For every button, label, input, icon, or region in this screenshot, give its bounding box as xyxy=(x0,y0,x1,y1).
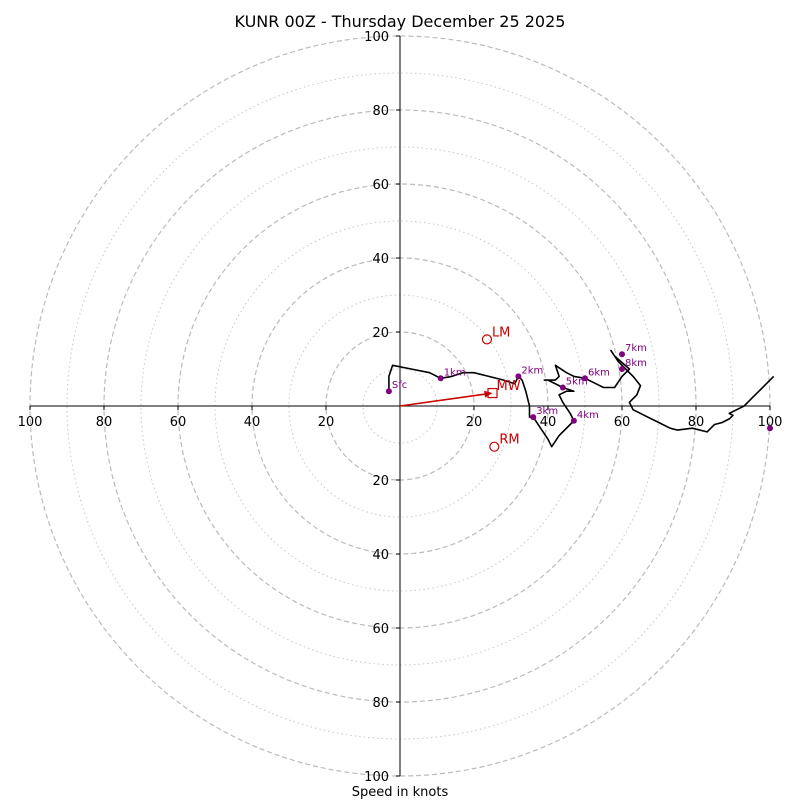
mean-wind-marker xyxy=(487,387,498,399)
y-tick-label: 100 xyxy=(364,770,389,785)
height-marker-top xyxy=(767,425,773,432)
x-axis-label: Speed in knots xyxy=(352,785,449,800)
y-tick-label: 40 xyxy=(372,252,389,267)
x-tick-label: 60 xyxy=(614,415,631,430)
height-marker-Sfc xyxy=(385,388,392,395)
y-tick-label: 60 xyxy=(372,622,389,637)
height-label-7km: 7km xyxy=(625,343,647,354)
x-tick-label: 100 xyxy=(18,415,43,430)
hodograph-trace-group xyxy=(388,349,775,448)
mean-wind-label: MW xyxy=(497,379,521,394)
storm-motion-group: MW LM RM xyxy=(399,325,521,452)
y-tick-label: 100 xyxy=(364,30,389,45)
y-tick-label: 60 xyxy=(372,178,389,193)
left-mover-marker xyxy=(481,334,493,345)
x-tick-label: 60 xyxy=(170,415,187,430)
height-marker-2km xyxy=(515,373,522,380)
tick-labels: 100 80 60 40 20 20 40 60 80 100 100 80 60 40 20 20 40 60 8… xyxy=(18,30,783,785)
x-tick-label: 20 xyxy=(466,415,483,430)
x-tick-label: 100 xyxy=(758,415,783,430)
x-tick-label: 80 xyxy=(688,415,705,430)
height-label-4km: 4km xyxy=(577,410,599,421)
x-tick-label: 80 xyxy=(96,415,113,430)
chart-title: KUNR 00Z - Thursday December 25 2025 xyxy=(235,12,566,31)
x-tick-label: 40 xyxy=(244,415,261,430)
height-label-Sfc: Sfc xyxy=(392,380,407,391)
height-marker-7km xyxy=(619,351,625,358)
height-marker-1km xyxy=(437,375,444,382)
mean-wind-arrow xyxy=(399,393,485,407)
height-marker-8km xyxy=(619,366,625,372)
height-marker-6km xyxy=(582,375,588,382)
y-tick-label: 40 xyxy=(372,548,389,563)
right-mover-marker xyxy=(489,441,500,452)
height-label-8km: 8km xyxy=(625,358,647,369)
y-tick-label: 20 xyxy=(372,474,389,489)
height-marker-5km xyxy=(559,384,566,391)
height-label-3km: 3km xyxy=(536,406,558,417)
y-tick-label: 80 xyxy=(372,104,389,119)
x-tick-label: 20 xyxy=(318,415,335,430)
height-marker-3km xyxy=(530,414,537,421)
height-label-5km: 5km xyxy=(566,377,588,388)
height-marker-4km xyxy=(570,417,577,424)
height-label-1km: 1km xyxy=(444,367,466,378)
left-mover-label: LM xyxy=(492,325,510,340)
hodograph-trace xyxy=(388,349,775,448)
height-label-2km: 2km xyxy=(521,365,543,376)
right-mover-label: RM xyxy=(499,433,519,448)
height-label-6km: 6km xyxy=(588,367,610,378)
y-tick-label: 80 xyxy=(372,696,389,711)
y-tick-label: 20 xyxy=(372,326,389,341)
x-tick-label: 40 xyxy=(540,415,557,430)
